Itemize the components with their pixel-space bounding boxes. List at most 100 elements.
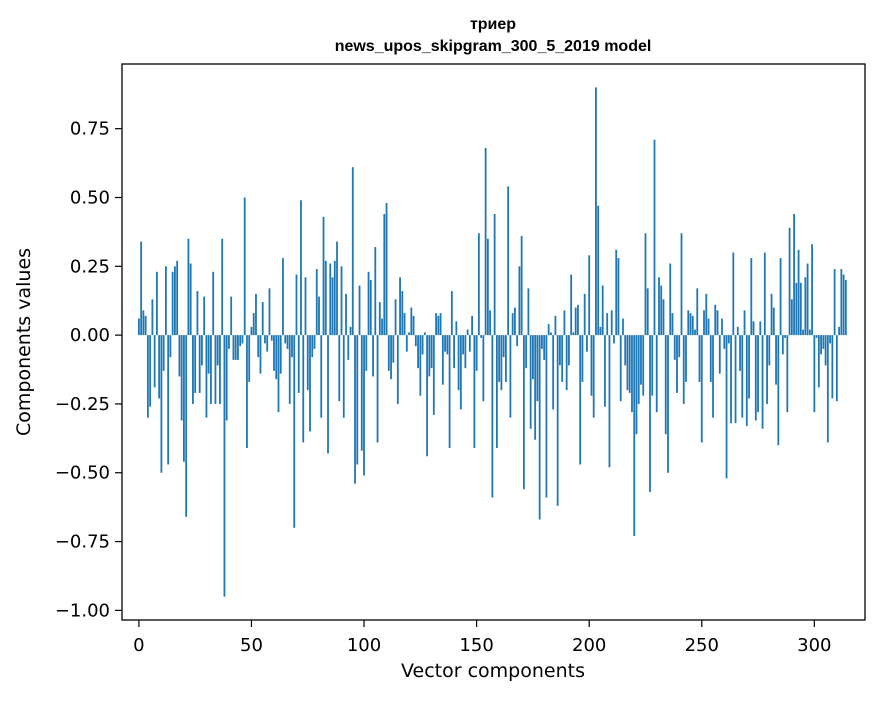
bar [333,260,336,336]
bar [592,335,595,418]
bar [516,335,519,347]
bar [606,313,609,336]
bar [444,335,446,352]
bar [473,335,476,448]
bar [685,335,687,382]
bar [662,299,665,336]
bar [360,335,363,451]
bar [705,293,708,336]
bar [727,335,730,344]
bar [610,310,613,336]
bar [426,335,428,457]
bar [198,335,201,393]
bar [257,335,260,358]
bar [590,335,593,396]
bar [192,335,194,404]
bar [342,335,345,418]
bar [529,335,532,429]
bar [518,266,521,336]
bar [144,315,147,336]
bar [689,313,692,336]
bar [358,285,361,336]
x-tick-label: 250 [685,635,719,656]
bar [660,285,663,336]
bar [736,326,739,336]
bar [844,280,847,336]
bar [167,335,170,465]
bar [241,335,244,344]
bar [392,335,395,363]
bar [804,277,807,336]
bar [288,335,291,404]
bar [468,335,471,352]
bar [284,335,287,344]
bar [714,304,717,336]
bar [696,288,699,336]
bar [752,321,755,336]
bar [203,296,206,336]
bar [230,296,233,336]
bar [671,313,674,336]
bar [829,335,831,344]
bar [484,147,487,336]
bar [261,302,264,336]
bar [158,335,161,399]
bar [146,335,149,418]
bar [390,335,392,380]
bar [176,260,179,336]
bar [408,332,410,336]
bar [498,335,501,382]
bar [232,335,235,360]
bar [790,299,793,336]
bar [286,335,289,349]
y-axis-label: Components values [13,248,35,436]
bar [680,233,683,336]
bar [216,335,219,366]
bar [270,335,273,341]
bar [428,335,431,377]
bar [439,313,442,336]
bar [793,214,795,336]
bars [137,87,847,597]
bar [201,335,203,366]
bar [383,214,386,336]
bar [520,236,523,336]
bar [477,233,480,336]
bar [183,335,185,462]
bar [137,318,140,336]
bar [642,335,645,396]
bar [396,335,399,404]
bar [455,321,458,336]
bar [475,335,478,371]
bar [228,335,230,349]
bar [356,335,359,465]
bar [786,335,789,413]
y-tick-label: 0.25 [70,256,110,277]
bar [345,293,347,336]
bar [811,244,813,336]
bar [318,296,320,336]
bar [687,310,690,336]
bar [221,238,224,336]
bar [237,335,239,360]
bar [459,335,462,410]
bar [761,335,764,429]
bar [273,335,275,371]
bar [615,249,618,336]
bar [712,335,714,418]
bar [543,335,546,360]
axes-frame [121,63,866,621]
bar [527,288,530,336]
bar [151,299,154,336]
bar [279,335,282,374]
bar [522,335,525,490]
bar [327,335,329,454]
bar [608,335,611,468]
bar [732,252,735,336]
bar [234,335,237,360]
bar [595,87,597,336]
bar [302,335,305,443]
bar [658,277,660,336]
bar [694,329,696,336]
